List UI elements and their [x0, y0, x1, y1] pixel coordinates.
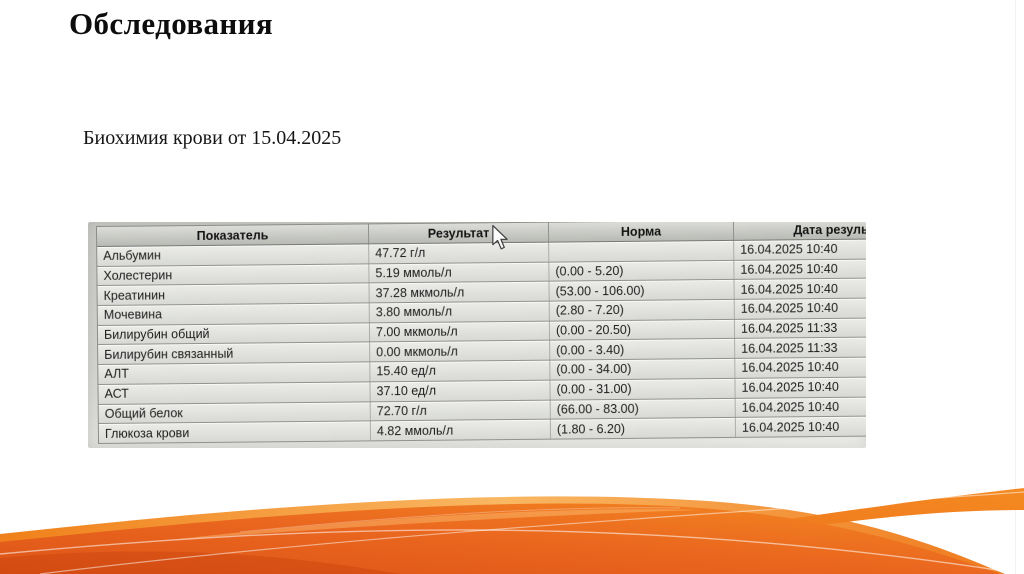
slide-edge-line	[1015, 0, 1016, 574]
cell-result: 7.00 мкмоль/л	[369, 321, 551, 342]
cell-result: 37.10 ед/л	[370, 380, 551, 401]
cell-indicator: Холестерин	[97, 264, 370, 286]
bottom-wave-decoration	[0, 488, 1024, 574]
cell-date: 16.04.2025 10:40	[735, 357, 866, 378]
cell-norm: (0.00 - 34.00)	[550, 358, 736, 380]
cell-norm: (0.00 - 20.50)	[549, 319, 736, 341]
lab-report-photo: Показатель Результат Норма Дата результ …	[88, 222, 866, 448]
cell-result: 5.19 ммоль/л	[369, 262, 550, 283]
mouse-cursor-icon	[492, 225, 508, 250]
cell-indicator: Билирубин общий	[97, 323, 371, 345]
slide-subtitle: Биохимия крови от 15.04.2025	[83, 127, 342, 149]
lab-results-table: Показатель Результат Норма Дата результ …	[95, 222, 866, 444]
cell-indicator: Креатинин	[97, 283, 370, 306]
cell-date: 16.04.2025 10:40	[734, 298, 866, 319]
cell-result: 37.28 мкмоль/л	[369, 282, 550, 303]
cell-norm: (1.80 - 6.20)	[550, 418, 737, 439]
cell-indicator: Глюкоза крови	[98, 421, 372, 443]
cell-result: 15.40 ед/л	[370, 360, 551, 382]
cell-result: 72.70 г/л	[370, 400, 551, 421]
cell-result: 4.82 ммоль/л	[370, 419, 552, 441]
cell-indicator: Билирубин связанный	[98, 342, 371, 365]
cell-date: 16.04.2025 10:40	[735, 416, 866, 437]
cell-norm: (53.00 - 106.00)	[549, 280, 735, 301]
cell-result: 3.80 ммоль/л	[369, 301, 550, 323]
cell-indicator: Общий белок	[98, 401, 371, 424]
cell-date: 16.04.2025 10:40	[734, 278, 866, 299]
cell-date: 16.04.2025 11:33	[735, 337, 866, 358]
cell-date: 16.04.2025 10:40	[734, 238, 866, 260]
page-title: Обследования	[69, 6, 274, 41]
cell-date: 16.04.2025 11:33	[734, 317, 866, 339]
column-header-norm: Норма	[548, 222, 735, 242]
cell-norm: (0.00 - 5.20)	[549, 260, 735, 282]
cell-norm: (0.00 - 31.00)	[550, 378, 736, 400]
cell-norm: (0.00 - 3.40)	[550, 339, 736, 360]
cell-indicator: АЛТ	[98, 362, 371, 384]
cell-result: 0.00 мкмоль/л	[370, 341, 551, 362]
cell-norm: (66.00 - 83.00)	[550, 398, 736, 419]
cell-indicator: АСТ	[98, 382, 371, 404]
cell-norm: (2.80 - 7.20)	[549, 299, 735, 321]
cell-result: 47.72 г/л	[369, 242, 550, 264]
cell-indicator: Альбумин	[97, 244, 370, 266]
cell-indicator: Мочевина	[97, 303, 370, 325]
cell-date: 16.04.2025 10:40	[735, 376, 866, 398]
cell-norm	[549, 240, 735, 262]
cell-date: 16.04.2025 10:40	[735, 396, 866, 418]
column-header-indicator: Показатель	[96, 224, 370, 246]
cell-date: 16.04.2025 10:40	[734, 258, 866, 280]
column-header-date: Дата результ	[733, 222, 866, 240]
column-header-result: Результат	[368, 222, 550, 244]
